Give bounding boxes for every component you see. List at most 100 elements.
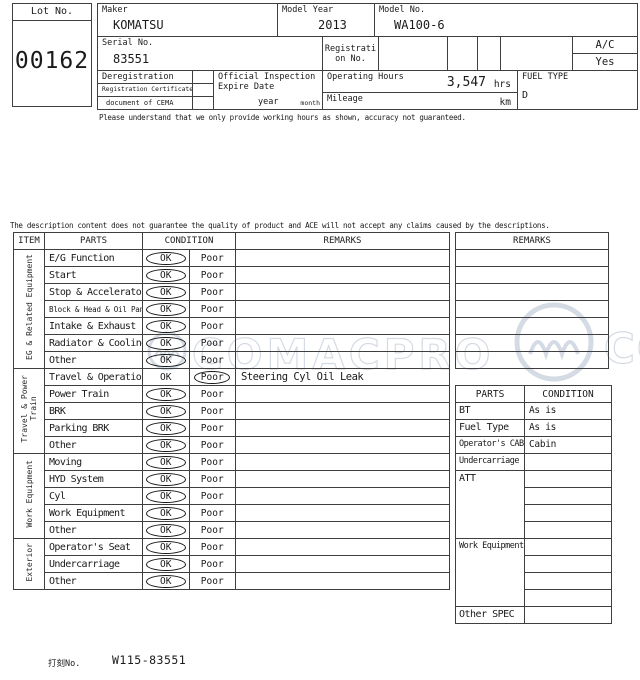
remarks-row: [455, 334, 609, 352]
maker-value: KOMATSU: [113, 18, 164, 32]
operating-hours-value: 3,547: [446, 75, 486, 90]
inspection-row: Intake & Exhaust OK Poor: [14, 317, 450, 335]
spec-row: ATT: [455, 470, 612, 539]
remark-cell: [235, 538, 450, 556]
part-name: Travel & Operation: [44, 368, 143, 386]
condition-ok-mark: OK: [145, 455, 186, 469]
machine-info-table: Maker KOMATSU Model Year 2013 Model No. …: [97, 3, 638, 110]
spec-row: Operator's CAB Cabin: [455, 436, 612, 454]
condition-poor-cell: Poor: [188, 470, 236, 488]
mileage-label: Mileage: [327, 94, 363, 104]
item-group-label: EG & Related Equipment: [24, 254, 34, 360]
condition-ok-cell: OK: [142, 487, 190, 505]
spec-row: BT As is: [455, 402, 612, 420]
empty-cell: [378, 36, 448, 71]
remark-cell: [235, 504, 450, 522]
condition-ok-mark: OK: [145, 404, 186, 418]
condition-ok-mark: OK: [145, 285, 186, 299]
inspection-row: BRK OK Poor: [14, 402, 450, 420]
condition-poor-mark: Poor: [200, 422, 224, 434]
condition-ok-mark: OK: [145, 268, 186, 282]
inspection-row: Other OK Poor: [14, 521, 450, 539]
remark-cell: [235, 419, 450, 437]
spec-condition-value: Cabin: [524, 436, 612, 454]
spec-table: PARTS CONDITION BT As is Fuel Type As is Ope…: [455, 385, 612, 624]
inspection-table: ITEM PARTS CONDITION REMARKS EG & Relate…: [13, 232, 450, 590]
remarks-row: [455, 317, 609, 335]
empty-cell: [447, 36, 478, 71]
part-name: HYD System: [44, 470, 143, 488]
item-group-label: Work Equipment: [24, 460, 34, 528]
item-group-label: Travel & Power Train: [20, 375, 38, 443]
part-name: Other: [44, 351, 143, 369]
spec-parts-header: PARTS: [455, 385, 525, 403]
inspection-table-header-row: ITEM PARTS CONDITION REMARKS: [13, 232, 450, 250]
condition-poor-cell: Poor: [188, 300, 236, 318]
condition-ok-cell: OK: [142, 504, 190, 522]
condition-poor-cell: Poor: [188, 436, 236, 454]
condition-poor-cell: Poor: [188, 521, 236, 539]
remark-cell: [235, 521, 450, 539]
spec-condition-value: [524, 470, 612, 488]
spec-part-name: Undercarriage: [455, 453, 525, 471]
spec-part-name: Fuel Type: [455, 419, 525, 437]
inspection-row: Other OK Poor: [14, 572, 450, 590]
inspection-row: HYD System OK Poor: [14, 470, 450, 488]
part-name: Undercarriage: [44, 555, 143, 573]
empty-cell: [192, 96, 214, 110]
condition-poor-mark: Poor: [200, 337, 224, 349]
condition-ok-cell: OK: [142, 453, 190, 471]
remarks-panel: REMARKS: [455, 232, 609, 369]
inspection-row: EG & Related Equipment E/G Function OK Poor: [13, 249, 450, 369]
condition-poor-mark: Poor: [200, 575, 224, 587]
spec-condition-value: [524, 487, 612, 505]
condition-poor-mark: Poor: [200, 303, 224, 315]
inspection-row: Exterior Operator's Seat OK Poor: [13, 538, 450, 590]
condition-ok-cell: OK: [142, 283, 190, 301]
lot-box: Lot No. 00162: [12, 3, 92, 107]
condition-poor-mark: Poor: [200, 354, 224, 366]
spec-row: Undercarriage: [455, 453, 612, 471]
condition-ok-cell: OK: [142, 436, 190, 454]
maker-cell: Maker KOMATSU: [97, 3, 278, 37]
condition-poor-cell: Poor: [188, 419, 236, 437]
part-name: Cyl: [44, 487, 143, 505]
ac-label-cell: A/C: [572, 36, 638, 54]
part-name: Work Equipment: [44, 504, 143, 522]
condition-poor-mark: Poor: [200, 252, 224, 264]
operating-hours-unit: hrs: [493, 79, 511, 90]
condition-poor-mark: Poor: [200, 524, 224, 536]
document-of-cema-cell: document of CEMA: [97, 96, 193, 110]
maker-label: Maker: [102, 5, 128, 15]
remarks-row: [455, 266, 609, 284]
empty-cell: [192, 70, 214, 84]
condition-poor-mark: Poor: [200, 456, 224, 468]
condition-ok-cell: OK: [142, 385, 190, 403]
ac-label: A/C: [595, 39, 615, 51]
remark-cell: [235, 385, 450, 403]
remarks-cell: [455, 351, 609, 369]
condition-ok-cell: OK: [142, 419, 190, 437]
remark-cell: [235, 266, 450, 284]
spec-row: Other SPEC: [455, 606, 612, 624]
inspection-row: Cyl OK Poor: [14, 487, 450, 505]
spec-row: Work Equipment: [455, 538, 612, 607]
part-name: Intake & Exhaust: [44, 317, 143, 335]
condition-ok-cell: OK: [142, 572, 190, 590]
part-name: Radiator & Cooling: [44, 334, 143, 352]
condition-ok-mark: OK: [145, 523, 186, 537]
inspection-row: Power Train OK Poor: [14, 385, 450, 403]
condition-ok-mark: OK: [145, 574, 186, 588]
item-header: ITEM: [13, 232, 45, 250]
condition-poor-cell: Poor: [188, 453, 236, 471]
spec-table-header-row: PARTS CONDITION: [455, 385, 612, 403]
fuel-type-cell: FUEL TYPE D: [517, 70, 638, 110]
condition-poor-cell: Poor: [188, 385, 236, 403]
remarks-row: [455, 249, 609, 267]
condition-ok-cell: OK: [142, 470, 190, 488]
spec-condition-value: [524, 538, 612, 556]
model-year-label: Model Year: [282, 5, 334, 15]
empty-cell: [477, 36, 501, 71]
remark-cell: [235, 249, 450, 267]
condition-poor-cell: Poor: [188, 351, 236, 369]
